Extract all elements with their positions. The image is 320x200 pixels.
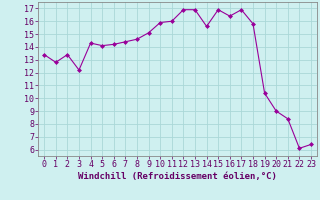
X-axis label: Windchill (Refroidissement éolien,°C): Windchill (Refroidissement éolien,°C) [78,172,277,181]
